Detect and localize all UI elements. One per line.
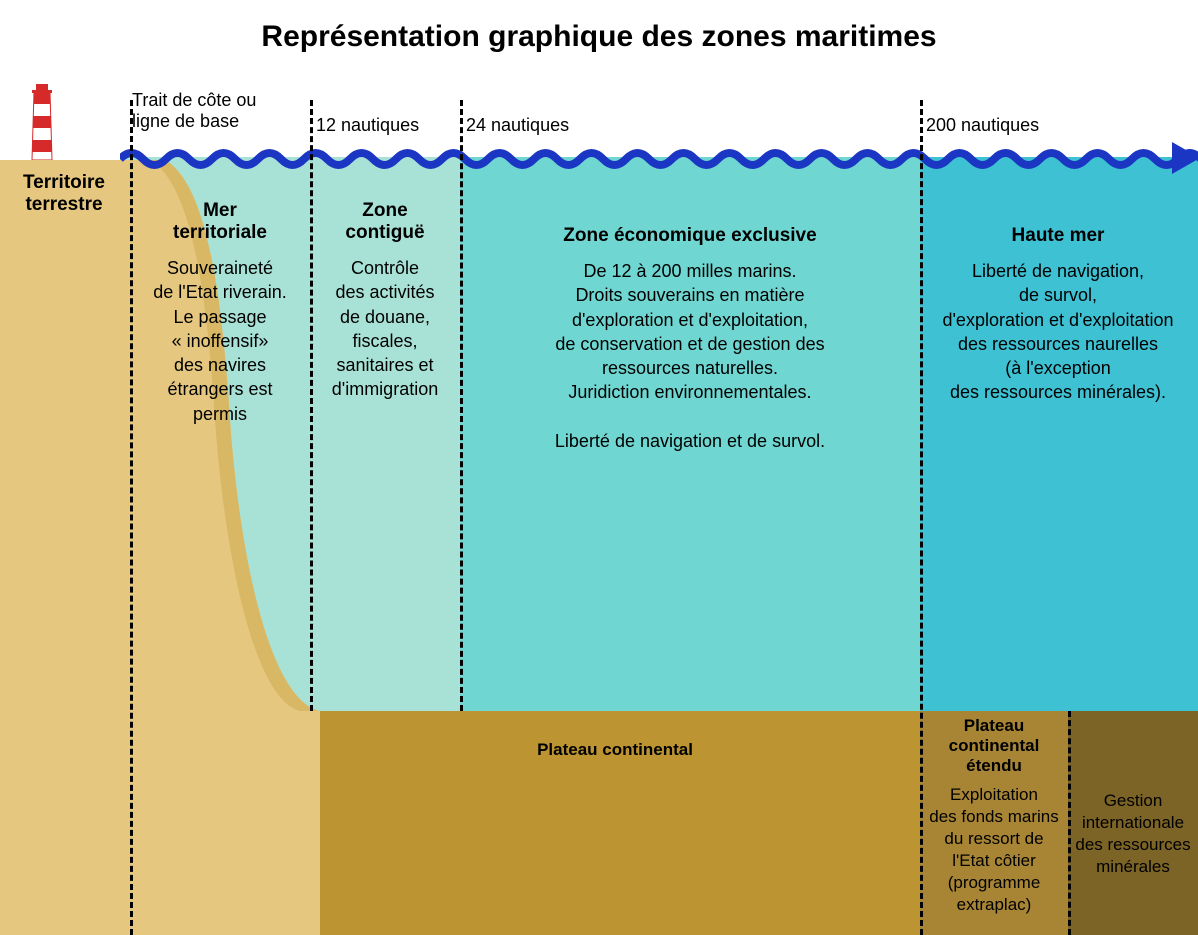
boundary-line — [460, 100, 463, 711]
boundary-label: 24 nautiques — [466, 115, 569, 136]
zone-contigue-body: Contrôle des activités de douane, fiscal… — [310, 256, 460, 402]
haute-mer: Haute mer Liberté de navigation, de survo… — [928, 225, 1188, 405]
plateau-continental: Plateau continental — [310, 740, 920, 768]
mer-territoriale: Mer territoriale Souveraineté de l'Etat r… — [140, 200, 300, 426]
boundary-line — [130, 100, 133, 935]
zone-contigue: Zone contiguë Contrôle des activités de d… — [310, 200, 460, 402]
page-title: Représentation graphique des zones marit… — [0, 0, 1198, 54]
mer-territoriale-title: Mer territoriale — [140, 200, 300, 244]
lighthouse-icon — [22, 84, 62, 160]
arrow-icon — [1172, 138, 1198, 178]
haute-mer-title: Haute mer — [928, 225, 1188, 247]
zone-contigue-title: Zone contiguë — [310, 200, 460, 244]
boundary-label: 200 nautiques — [926, 115, 1039, 136]
mer-territoriale-body: Souveraineté de l'Etat riverain. Le pass… — [140, 256, 300, 426]
plateau-etendu: Plateau continental étendu Exploitation d… — [920, 716, 1068, 917]
plateau-continental-title: Plateau continental — [310, 740, 920, 760]
zee-title: Zone économique exclusive — [490, 225, 890, 247]
boundary-label: 12 nautiques — [316, 115, 419, 136]
plateau-etendu-title: Plateau continental étendu — [920, 716, 1068, 776]
zee: Zone économique exclusive De 12 à 200 mil… — [490, 225, 890, 453]
gestion-internationale: Gestion internationale des ressources mi… — [1068, 790, 1198, 878]
maritime-zones-diagram: Territoire terrestre Trait de côte ou li… — [0, 0, 1198, 935]
boundary-label: Trait de côte ou ligne de base — [132, 90, 256, 131]
zee-body: De 12 à 200 milles marins. Droits souver… — [490, 259, 890, 453]
plateau-etendu-body: Exploitation des fonds marins du ressort… — [920, 784, 1068, 917]
gestion-internationale-body: Gestion internationale des ressources mi… — [1068, 790, 1198, 878]
territoire-terrestre-label: Territoire terrestre — [4, 172, 124, 228]
boundary-line — [310, 100, 313, 711]
wave-line — [120, 148, 1198, 170]
haute-mer-body: Liberté de navigation, de survol, d'expl… — [928, 259, 1188, 405]
